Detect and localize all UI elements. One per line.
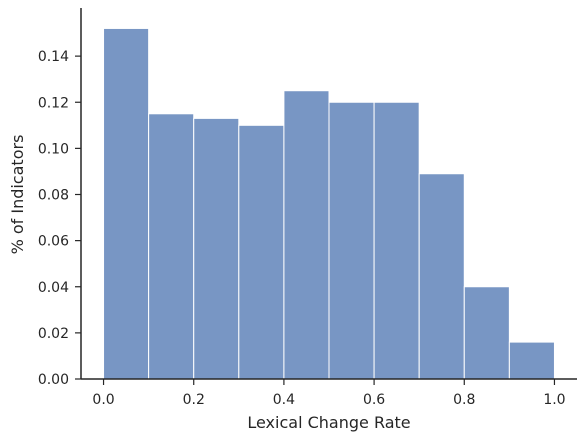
y-tick-label-2: 0.04 bbox=[38, 280, 69, 296]
x-axis-label: Lexical Change Rate bbox=[247, 413, 410, 432]
histogram-bar-4 bbox=[283, 90, 330, 380]
histogram-bar-7 bbox=[418, 173, 465, 380]
y-axis-label: % of Indicators bbox=[8, 135, 27, 255]
y-tick-label-3: 0.06 bbox=[38, 234, 69, 250]
bars-group bbox=[103, 27, 555, 380]
y-tick-label-6: 0.12 bbox=[38, 95, 69, 111]
histogram-bar-9 bbox=[508, 341, 555, 380]
x-tick-label-0: 0.0 bbox=[92, 392, 114, 408]
histogram-bar-2 bbox=[193, 117, 240, 380]
y-tick-label-0: 0.00 bbox=[38, 372, 69, 388]
y-tick-label-4: 0.08 bbox=[38, 188, 69, 204]
x-tick-label-1: 0.2 bbox=[183, 392, 205, 408]
x-tick-label-4: 0.8 bbox=[453, 392, 475, 408]
x-tick-label-2: 0.4 bbox=[273, 392, 295, 408]
histogram-bar-1 bbox=[148, 113, 195, 380]
y-axis-ticks: 0.00 0.02 0.04 0.06 0.08 0.10 0.12 0.14 bbox=[38, 49, 81, 388]
histogram-bar-6 bbox=[373, 101, 420, 380]
y-tick-label-1: 0.02 bbox=[38, 326, 69, 342]
x-axis-ticks: 0.0 0.2 0.4 0.6 0.8 1.0 bbox=[92, 379, 566, 408]
histogram-bar-3 bbox=[238, 124, 285, 380]
x-tick-label-3: 0.6 bbox=[363, 392, 385, 408]
y-tick-label-7: 0.14 bbox=[38, 49, 69, 65]
histogram-bar-8 bbox=[463, 286, 510, 380]
y-tick-label-5: 0.10 bbox=[38, 141, 69, 157]
x-tick-label-5: 1.0 bbox=[543, 392, 565, 408]
histogram-bar-5 bbox=[328, 101, 375, 380]
histogram-bar-0 bbox=[103, 27, 150, 380]
